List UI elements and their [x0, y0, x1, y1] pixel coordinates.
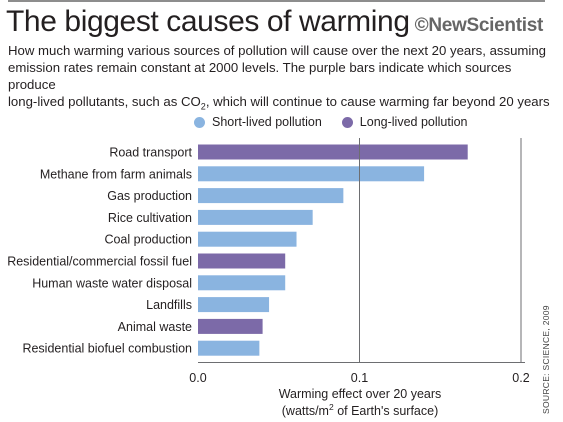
subtitle-line-1: How much warming various sources of poll…	[8, 43, 547, 58]
bar	[198, 209, 313, 225]
category-label: Landfills	[146, 298, 192, 312]
source-note: SOURCE: SCIENCE, 2009	[541, 305, 551, 414]
category-label: Residential/commercial fossil fuel	[7, 255, 192, 269]
subtitle-line-3: long-lived pollutants, such as CO2, whic…	[8, 94, 550, 112]
category-label: Rice cultivation	[108, 211, 192, 225]
brand-logo: ©NewScientist	[414, 15, 544, 36]
category-label: Residential biofuel combustion	[22, 342, 192, 356]
legend-item-long: Long-lived pollution	[341, 114, 468, 130]
legend-swatch-long	[341, 116, 353, 128]
chart-legend: Short-lived pollution Long-lived polluti…	[194, 114, 468, 130]
x-tick-label: 0.2	[512, 371, 529, 385]
x-axis-title-line-2: (watts/m2 of Earth's surface)	[282, 402, 438, 418]
bar	[198, 318, 263, 334]
legend-swatch-short	[194, 116, 205, 128]
legend-label-long: Long-lived pollution	[359, 115, 468, 129]
bar	[198, 275, 286, 291]
x-tick-label: 0.1	[351, 371, 368, 385]
bar	[198, 340, 260, 356]
bar	[198, 231, 297, 247]
category-label: Methane from farm animals	[40, 167, 192, 181]
category-label: Road transport	[109, 146, 192, 160]
bar	[198, 166, 425, 182]
legend-label-short: Short-lived pollution	[212, 115, 322, 129]
category-label: Animal waste	[118, 320, 192, 334]
chart-title: The biggest causes of warming	[6, 5, 410, 38]
bar	[198, 144, 468, 160]
legend-item-short: Short-lived pollution	[194, 114, 322, 130]
subtitle-line-2: emission rates remain constant at 2000 l…	[8, 60, 512, 92]
category-label: Gas production	[107, 189, 192, 203]
x-axis-title-line-1: Warming effect over 20 years	[279, 387, 442, 401]
x-tick-label: 0.0	[189, 371, 206, 385]
category-label: Coal production	[104, 233, 192, 247]
category-label: Human waste water disposal	[32, 276, 192, 290]
bar	[198, 297, 270, 313]
chart-subtitle: How much warming various sources of poll…	[8, 42, 558, 116]
bar	[198, 188, 344, 204]
top-rule	[8, 0, 545, 2]
bar	[198, 253, 286, 269]
